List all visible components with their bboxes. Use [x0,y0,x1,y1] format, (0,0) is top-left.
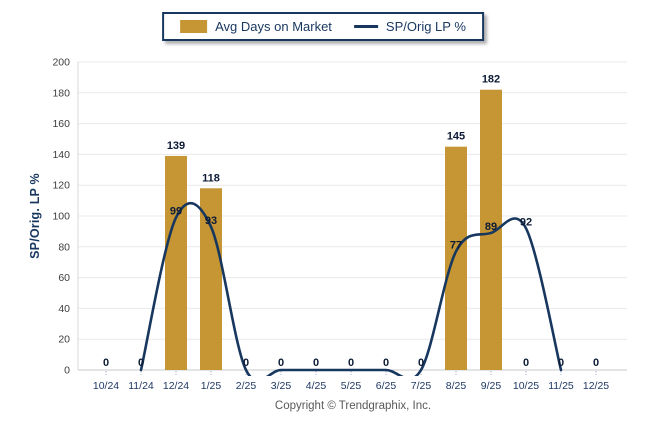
legend: Avg Days on Market SP/Orig LP % [162,12,484,41]
svg-text:180: 180 [52,87,70,99]
svg-text:7/25: 7/25 [411,380,432,392]
svg-text:8/25: 8/25 [446,380,467,392]
bar-legend-swatch-icon [180,20,208,33]
svg-text:1/25: 1/25 [201,380,222,392]
svg-text:99: 99 [170,206,182,218]
svg-text:9/25: 9/25 [481,380,502,392]
svg-text:4/25: 4/25 [306,380,327,392]
svg-text:139: 139 [167,140,185,152]
svg-text:10/25: 10/25 [513,380,539,392]
svg-text:2/25: 2/25 [236,380,257,392]
svg-text:12/25: 12/25 [583,380,609,392]
svg-text:10/24: 10/24 [93,380,119,392]
svg-text:80: 80 [58,241,70,253]
svg-text:0: 0 [243,357,249,369]
svg-text:5/25: 5/25 [341,380,362,392]
svg-text:118: 118 [202,172,220,184]
svg-text:0: 0 [348,357,354,369]
svg-text:93: 93 [205,215,217,227]
svg-text:182: 182 [482,74,500,86]
svg-text:77: 77 [450,239,462,251]
svg-text:0: 0 [593,357,599,369]
svg-text:40: 40 [58,303,70,315]
bar-legend-label: Avg Days on Market [215,19,332,34]
line-legend-label: SP/Orig LP % [385,19,466,34]
svg-text:0: 0 [418,357,424,369]
svg-text:12/24: 12/24 [163,380,189,392]
svg-text:11/24: 11/24 [128,380,154,392]
line-legend-swatch-icon [353,25,378,28]
svg-text:3/25: 3/25 [271,380,292,392]
svg-text:0: 0 [103,357,109,369]
copyright-text: Copyright © Trendgraphix, Inc. [274,400,432,412]
svg-text:200: 200 [52,57,70,69]
svg-text:0: 0 [278,357,284,369]
svg-text:11/25: 11/25 [548,380,574,392]
svg-text:0: 0 [383,357,389,369]
svg-text:6/25: 6/25 [376,380,397,392]
svg-text:0: 0 [558,357,564,369]
svg-text:160: 160 [52,118,70,130]
svg-text:0: 0 [313,357,319,369]
svg-text:0: 0 [64,365,70,377]
svg-text:89: 89 [485,221,497,233]
svg-text:120: 120 [52,180,70,192]
svg-text:145: 145 [447,131,465,143]
svg-text:60: 60 [58,272,70,284]
svg-text:0: 0 [138,357,144,369]
svg-text:100: 100 [52,211,70,223]
svg-text:0: 0 [523,357,529,369]
svg-text:20: 20 [58,334,70,346]
svg-text:140: 140 [52,149,70,161]
svg-text:92: 92 [520,216,532,228]
